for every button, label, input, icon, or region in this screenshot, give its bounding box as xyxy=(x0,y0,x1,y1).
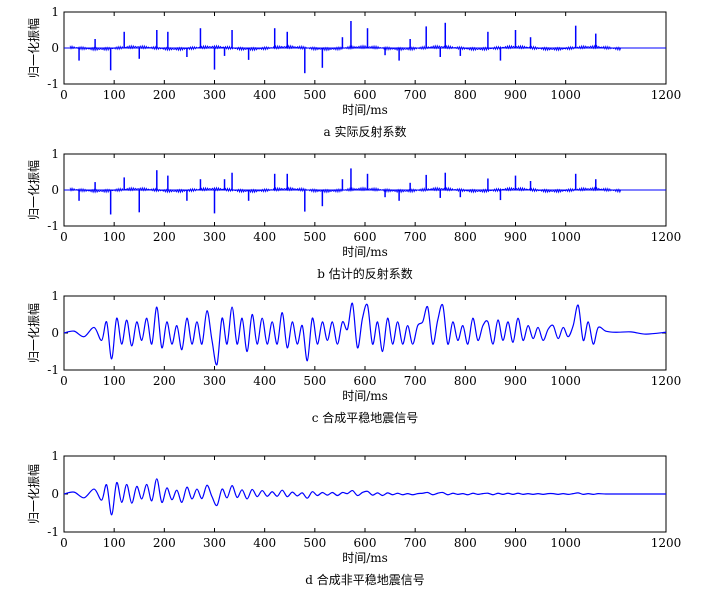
panel-c-ytick-label: 1 xyxy=(51,289,59,303)
panel-d-xtick-label: 700 xyxy=(404,536,427,550)
panel-c-xtick-label: 300 xyxy=(203,374,226,388)
panel-d-xtick-label: 100 xyxy=(103,536,126,550)
panel-b-xtick-label: 900 xyxy=(504,230,527,244)
panel-a-xlabel: 时间/ms xyxy=(342,103,388,117)
panel-b-xtick-label: 700 xyxy=(404,230,427,244)
panel-a-chart: 0 100 200 300 400 500 600 700 800 900 1000 1200-101… xyxy=(26,5,681,139)
panel-d-xtick-label: 1000 xyxy=(550,536,581,550)
panel-d-xtick-label: 300 xyxy=(203,536,226,550)
panel-d-ytick-label: 0 xyxy=(51,487,59,501)
panel-a-xtick-label: 400 xyxy=(253,88,276,102)
panel-b-xtick-label: 400 xyxy=(253,230,276,244)
panel-b-xtick-label: 300 xyxy=(203,230,226,244)
panel-c-xtick-label: 100 xyxy=(103,374,126,388)
panel-c-signal-line xyxy=(63,302,667,366)
panel-c-xtick-label: 400 xyxy=(253,374,276,388)
panel-a-xtick-label: 500 xyxy=(303,88,326,102)
panel-c-ytick-label: 0 xyxy=(51,326,59,340)
panel-c-xtick-label: 0 xyxy=(60,374,68,388)
panel-a-xtick-label: 300 xyxy=(203,88,226,102)
panel-d-plot-frame xyxy=(63,455,667,533)
panel-a-xtick-label: 200 xyxy=(153,88,176,102)
panel-a-xtick-label: 900 xyxy=(504,88,527,102)
panel-c-xtick-label: 200 xyxy=(153,374,176,388)
panel-d-xtick-label: 600 xyxy=(354,536,377,550)
panel-b-chart: 0 100 200 300 400 500 600 700 800 900 1000 1200-101… xyxy=(26,147,681,281)
panel-a-xtick-label: 100 xyxy=(103,88,126,102)
panel-c-xlabel: 时间/ms xyxy=(342,389,388,403)
panel-b-noise-trace xyxy=(69,186,622,194)
panel-b-ytick-label: 1 xyxy=(51,147,59,161)
panel-d-xtick-label: 200 xyxy=(153,536,176,550)
panel-a-ytick-label: -1 xyxy=(47,77,59,91)
panel-d-caption: d 合成非平稳地震信号 xyxy=(305,572,425,587)
panel-d-xtick-label: 500 xyxy=(303,536,326,550)
panel-b-xtick-label: 1000 xyxy=(550,230,581,244)
panel-d-ylabel: 归一化振幅 xyxy=(26,464,41,524)
panel-c-xtick-label: 800 xyxy=(454,374,477,388)
panel-a-xtick-label: 1200 xyxy=(651,88,682,102)
panel-a-noise-trace xyxy=(69,44,622,52)
panel-c-xtick-label: 500 xyxy=(303,374,326,388)
panel-c-caption: c 合成平稳地震信号 xyxy=(312,410,419,425)
panel-c-chart: 0 100 200 300 400 500 600 700 800 900 1000 1200-101… xyxy=(26,289,681,425)
panel-c-ytick-label: -1 xyxy=(47,363,59,377)
panel-c-xtick-label: 600 xyxy=(354,374,377,388)
panel-d-ytick-label: 1 xyxy=(51,449,59,463)
panel-d-xtick-label: 1200 xyxy=(651,536,682,550)
panel-a-xtick-label: 800 xyxy=(454,88,477,102)
panel-a-xtick-label: 0 xyxy=(60,88,68,102)
panel-a-caption: a 实际反射系数 xyxy=(324,124,407,139)
panel-b-xtick-label: 800 xyxy=(454,230,477,244)
panel-d-xlabel: 时间/ms xyxy=(342,551,388,565)
panel-b-xtick-label: 100 xyxy=(103,230,126,244)
panel-a-xtick-label: 600 xyxy=(354,88,377,102)
panel-a-ylabel: 归一化振幅 xyxy=(26,18,41,78)
panel-d-xtick-label: 900 xyxy=(504,536,527,550)
panel-b-xtick-label: 0 xyxy=(60,230,68,244)
panel-d-signal-line xyxy=(63,478,666,516)
panel-d-chart: 0 100 200 300 400 500 600 700 800 900 1000 1200-101… xyxy=(26,449,681,587)
panel-d-xtick-label: 800 xyxy=(454,536,477,550)
panel-b-caption: b 估计的反射系数 xyxy=(317,266,413,281)
panel-a-xtick-label: 700 xyxy=(404,88,427,102)
panel-b-xtick-label: 1200 xyxy=(651,230,682,244)
panel-c-xtick-label: 1200 xyxy=(651,374,682,388)
panel-c-ylabel: 归一化振幅 xyxy=(26,303,41,363)
panel-b-xtick-label: 600 xyxy=(354,230,377,244)
panel-b-xtick-label: 500 xyxy=(303,230,326,244)
panel-b-xtick-label: 200 xyxy=(153,230,176,244)
panel-c-xtick-label: 1000 xyxy=(550,374,581,388)
panel-d-xtick-label: 400 xyxy=(253,536,276,550)
panel-a-ytick-label: 0 xyxy=(51,41,59,55)
panel-a-ytick-label: 1 xyxy=(51,5,59,19)
panel-b-xlabel: 时间/ms xyxy=(342,245,388,259)
panel-d-xtick-label: 0 xyxy=(60,536,68,550)
panel-b-ytick-label: -1 xyxy=(47,219,59,233)
panel-c-xtick-label: 700 xyxy=(404,374,427,388)
panel-b-ylabel: 归一化振幅 xyxy=(26,160,41,220)
panel-a-xtick-label: 1000 xyxy=(550,88,581,102)
panel-b-ytick-label: 0 xyxy=(51,183,59,197)
panel-d-ytick-label: -1 xyxy=(47,525,59,539)
panel-c-xtick-label: 900 xyxy=(504,374,527,388)
